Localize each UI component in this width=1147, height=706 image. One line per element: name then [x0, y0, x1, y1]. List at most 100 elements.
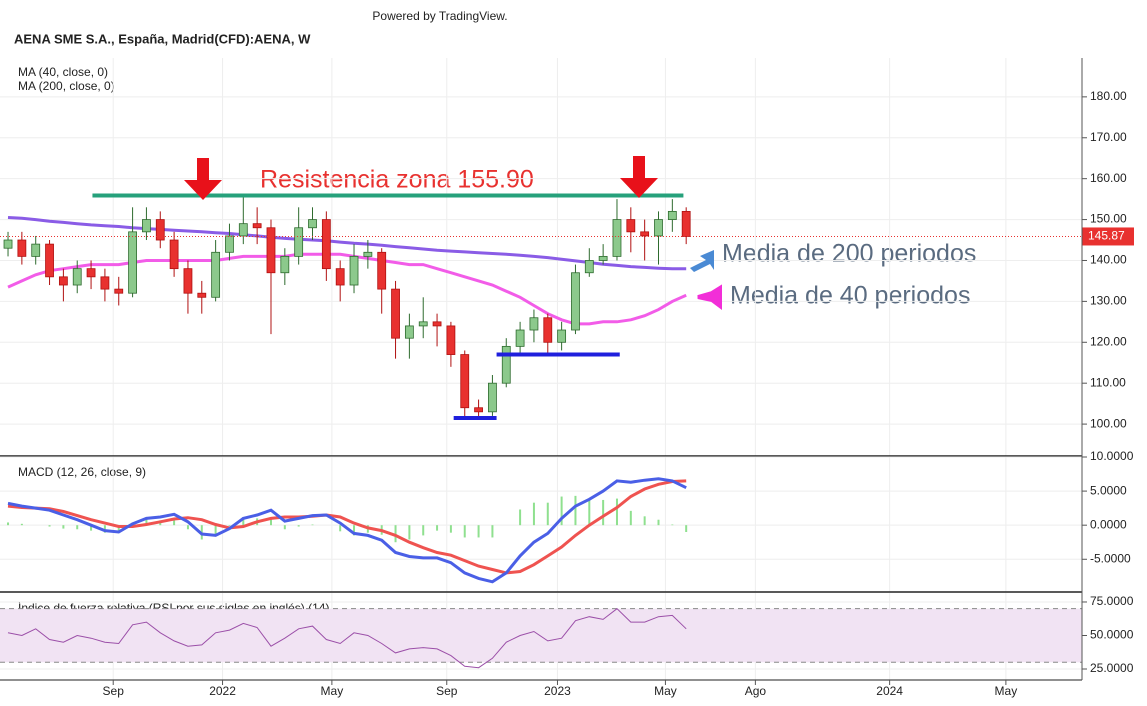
histogram-bar: [76, 525, 79, 530]
histogram-bar: [173, 520, 176, 526]
y-tick-label: 0.0000: [1090, 517, 1127, 531]
candle-body: [142, 219, 151, 233]
candle-body: [654, 219, 663, 237]
legend-ma40: MA (40, close, 0): [18, 65, 108, 79]
x-tick-label: 2024: [876, 684, 903, 698]
candle-body: [363, 251, 373, 257]
y-tick-label: 50.0000: [1090, 628, 1134, 642]
candle-body: [515, 329, 525, 347]
histogram-bar: [145, 519, 148, 526]
histogram-bar: [228, 525, 231, 526]
histogram-bar: [463, 525, 466, 538]
arrow-red: [620, 156, 658, 198]
y-tick-label: 120.00: [1090, 334, 1127, 348]
histogram-bar: [20, 523, 23, 526]
histogram-bar: [103, 525, 106, 533]
histogram-bar: [449, 525, 452, 533]
candle-body: [266, 227, 276, 274]
histogram-bar: [48, 525, 51, 527]
x-tick-label: May: [321, 684, 344, 698]
histogram-bar: [574, 495, 577, 526]
candle-body: [681, 210, 691, 237]
candle-body: [571, 272, 580, 331]
candle-body: [640, 231, 650, 237]
histogram-bar: [532, 502, 535, 526]
histogram-bar: [560, 496, 563, 526]
candle-body: [391, 288, 400, 339]
histogram-bar: [269, 517, 272, 526]
histogram-bar: [394, 525, 397, 543]
rsi-line: [7, 608, 687, 669]
x-tick-label: 2022: [209, 684, 236, 698]
candle-body: [598, 255, 608, 261]
candle-body: [252, 223, 262, 229]
candle-body: [114, 288, 124, 294]
candle-body: [155, 219, 165, 241]
candle-body: [667, 210, 677, 220]
annotation: Resistencia zona 155.90: [260, 166, 534, 194]
candle-body: [86, 268, 96, 278]
candle-body: [308, 219, 317, 229]
x-tick-label: Sep: [436, 684, 458, 698]
candle-body: [460, 354, 470, 409]
candle-body: [183, 268, 193, 294]
candle-body: [31, 243, 41, 257]
candle-body: [543, 317, 553, 343]
macd-title: MACD (12, 26, close, 9): [18, 465, 146, 479]
x-tick-label: Ago: [745, 684, 767, 698]
y-tick-label: 75.0000: [1090, 594, 1134, 608]
y-tick-label: 130.00: [1090, 294, 1127, 308]
arrow-magenta: [697, 284, 722, 310]
histogram-bar: [588, 499, 591, 526]
y-tick-label: 150.00: [1090, 212, 1127, 226]
plot-layer: 100.00 110.00 120.00 130.00 140.00 150.00 160.…: [0, 58, 1134, 698]
histogram-bar: [685, 525, 688, 532]
candle-body: [612, 219, 622, 257]
histogram-bar: [90, 525, 93, 531]
candle-body: [128, 231, 137, 294]
y-tick-label: 5.0000: [1090, 483, 1127, 497]
moving-average: [7, 216, 687, 271]
candle-body: [280, 255, 290, 274]
y-tick-label: 170.00: [1090, 130, 1127, 144]
histogram-bar: [408, 525, 411, 540]
x-tick-label: Sep: [103, 684, 125, 698]
candle-body: [72, 268, 82, 286]
candle-body: [238, 223, 248, 237]
y-tick-label: 140.00: [1090, 253, 1127, 267]
macd-line: [7, 479, 687, 575]
histogram-bar: [643, 516, 646, 526]
candle-body: [446, 325, 456, 355]
candle-body: [335, 268, 345, 286]
histogram-bar: [353, 525, 356, 536]
histogram-bar: [311, 524, 314, 526]
candle-body: [404, 325, 414, 339]
candle-body: [529, 317, 539, 331]
histogram-bar: [422, 525, 425, 536]
histogram-bar: [657, 519, 660, 526]
candle-body: [474, 407, 483, 413]
candle-body: [377, 251, 387, 290]
y-tick-label: 25.0000: [1090, 661, 1134, 675]
x-tick-label: May: [995, 684, 1018, 698]
y-tick-label: 110.00: [1090, 375, 1126, 389]
candle-body: [349, 255, 359, 286]
histogram-bar: [214, 525, 217, 537]
annotation: Media de 40 periodos: [730, 282, 970, 310]
candle-body: [211, 251, 221, 298]
x-tick-label: May: [654, 684, 677, 698]
histogram-bar: [491, 525, 494, 538]
histogram-bar: [519, 509, 522, 526]
arrow-red: [184, 158, 222, 200]
candle-body: [169, 239, 179, 270]
legend-ma200: MA (200, close, 0): [18, 79, 115, 93]
y-tick-label: 10.0000: [1090, 449, 1134, 463]
candle-body: [626, 219, 636, 233]
histogram-bar: [297, 525, 300, 527]
last-price-label: 145.87: [1088, 229, 1125, 243]
candle-body: [584, 260, 594, 274]
histogram-bar: [629, 510, 632, 526]
candle-body: [225, 235, 234, 253]
candle-body: [45, 243, 54, 278]
histogram-bar: [242, 517, 245, 526]
